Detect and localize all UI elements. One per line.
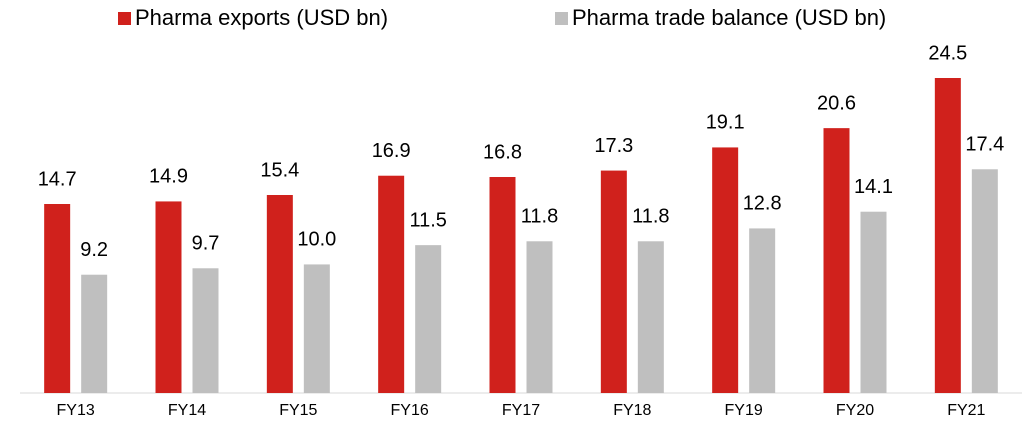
bar xyxy=(415,245,442,393)
data-label: 10.0 xyxy=(297,229,336,251)
legend-label: Pharma trade balance (USD bn) xyxy=(572,5,886,30)
data-label: 14.7 xyxy=(38,168,77,190)
data-label: 15.4 xyxy=(260,159,299,181)
bar xyxy=(303,264,330,393)
x-tick-label: FY15 xyxy=(279,402,317,419)
bar xyxy=(860,211,887,393)
data-label: 11.5 xyxy=(409,209,446,231)
data-label: 11.8 xyxy=(521,206,558,228)
x-tick-label: FY20 xyxy=(836,402,874,419)
data-label: 17.4 xyxy=(965,134,1004,156)
data-label: 24.5 xyxy=(928,42,967,64)
legend-swatch xyxy=(118,12,131,25)
bar xyxy=(712,147,739,393)
bar xyxy=(44,204,71,393)
data-label: 9.2 xyxy=(80,239,108,261)
legend-label: Pharma exports (USD bn) xyxy=(135,5,388,30)
bar xyxy=(378,175,405,393)
bar xyxy=(600,170,627,393)
bar xyxy=(637,241,664,393)
data-label: 16.8 xyxy=(483,141,522,163)
x-tick-label: FY18 xyxy=(613,402,651,419)
data-label: 11.8 xyxy=(632,206,669,228)
x-tick-label: FY16 xyxy=(391,402,429,419)
bar xyxy=(266,195,293,393)
bar xyxy=(749,228,776,393)
legend-swatch xyxy=(555,12,568,25)
bar xyxy=(823,128,850,393)
data-label: 9.7 xyxy=(192,233,220,255)
data-label: 14.1 xyxy=(854,176,893,198)
bar xyxy=(489,177,516,393)
data-label: 14.9 xyxy=(149,166,188,188)
bar xyxy=(934,78,961,393)
bar xyxy=(81,274,108,393)
bar xyxy=(526,241,553,393)
data-label: 16.9 xyxy=(372,140,411,162)
x-tick-label: FY14 xyxy=(168,402,206,419)
data-label: 19.1 xyxy=(706,112,745,134)
data-label: 20.6 xyxy=(817,92,856,114)
bar xyxy=(192,268,219,393)
bar xyxy=(155,201,182,393)
data-label: 12.8 xyxy=(743,193,782,215)
x-tick-label: FY19 xyxy=(725,402,763,419)
x-tick-label: FY17 xyxy=(502,402,540,419)
x-tick-label: FY13 xyxy=(57,402,95,419)
bar xyxy=(971,169,998,393)
data-label: 17.3 xyxy=(594,135,633,157)
x-tick-label: FY21 xyxy=(947,402,985,419)
